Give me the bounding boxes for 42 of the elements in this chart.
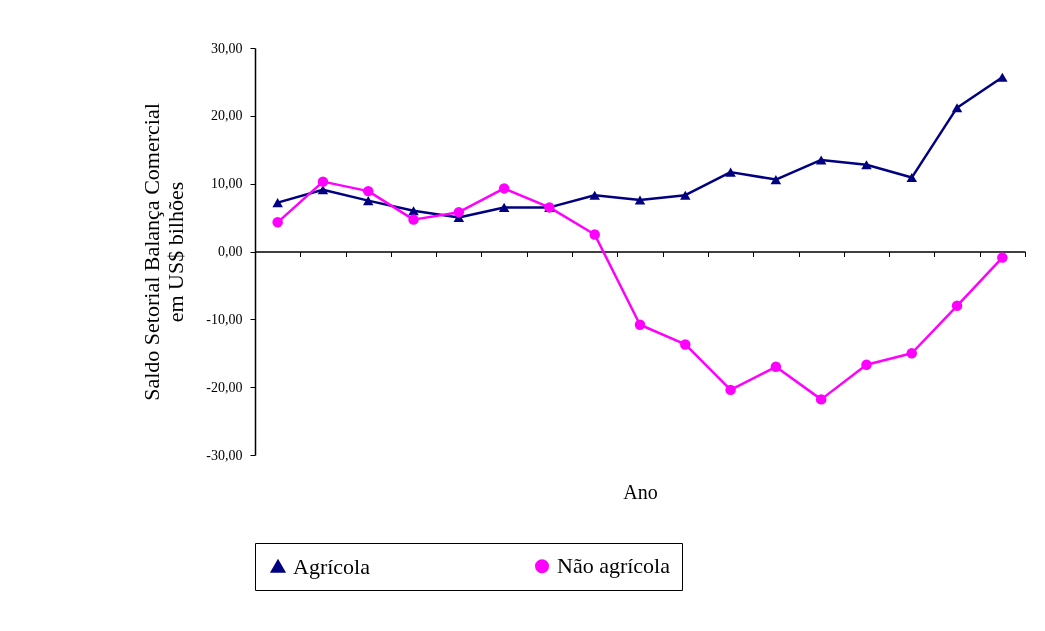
point	[408, 206, 419, 216]
point	[634, 195, 646, 205]
point	[317, 176, 329, 187]
y-tick-label: -30,00	[206, 447, 243, 463]
point	[906, 173, 918, 183]
point	[362, 185, 374, 197]
point	[951, 300, 963, 311]
y-tick-label: -20,00	[206, 379, 243, 395]
point	[997, 72, 1008, 82]
point	[272, 198, 283, 208]
point	[951, 103, 963, 113]
point	[906, 348, 918, 359]
point	[770, 175, 782, 185]
point	[317, 185, 329, 195]
point	[725, 384, 736, 396]
y-tick-label: 10,00	[211, 176, 243, 192]
point	[589, 229, 600, 240]
x-axis-title: Ano	[623, 481, 658, 503]
y-tick-label: 30,00	[211, 40, 243, 56]
point	[680, 190, 691, 200]
point	[498, 183, 510, 194]
point	[770, 361, 782, 373]
point	[725, 167, 736, 177]
point	[589, 190, 600, 200]
y-axis-title: Saldo Setorial Balança Comercial em US$ bilhões	[139, 103, 189, 401]
point	[861, 160, 872, 170]
point	[498, 202, 510, 212]
point	[815, 155, 827, 165]
point	[634, 319, 646, 330]
point	[815, 394, 827, 405]
point	[680, 339, 691, 350]
point	[453, 206, 465, 218]
point	[362, 196, 374, 206]
point	[861, 359, 872, 371]
y-tick-label: -10,00	[206, 311, 243, 327]
legend-label: Não agrícola	[557, 553, 671, 579]
legend-label: Agrícola	[293, 553, 371, 579]
point	[272, 217, 283, 228]
y-tick-label: 20,00	[211, 108, 243, 124]
point	[997, 252, 1008, 263]
y-tick-label: 0,00	[218, 244, 243, 259]
point	[408, 214, 419, 225]
